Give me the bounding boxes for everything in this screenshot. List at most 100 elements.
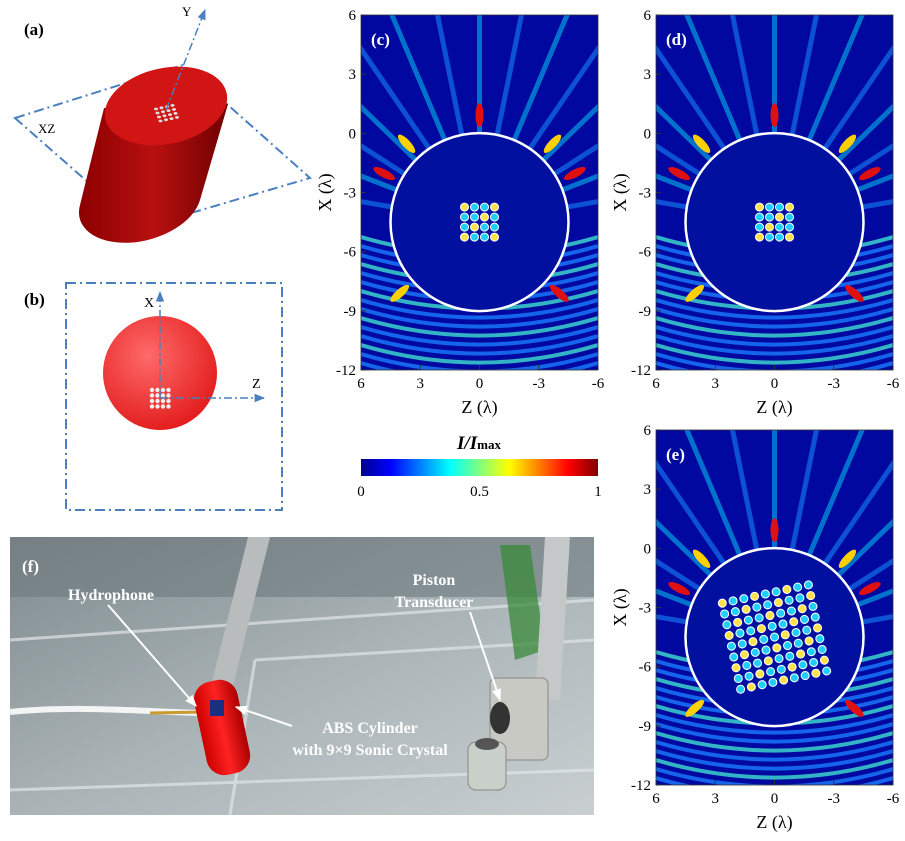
crystal-rod (811, 668, 821, 678)
x-tick-label: 6 (652, 791, 660, 807)
crystal-dot (149, 393, 155, 398)
crystal-rod (490, 202, 499, 212)
crystal-dot (159, 106, 164, 110)
crystal-rod (490, 232, 499, 242)
crystal-rod (815, 634, 825, 644)
colorbar-title-sub: max (477, 437, 501, 452)
x-tick-label: 6 (357, 376, 365, 392)
crystal-rod (744, 671, 754, 681)
crystal-dot (155, 398, 160, 404)
field-map: (c) 6 3 0 -3 -6 6 3 0 -3 -6 -9 -12 Z (λ) X (λ) (315, 8, 605, 418)
crystal-rod (748, 637, 758, 647)
crystal-dot (170, 104, 175, 107)
y-tick-label: -12 (631, 778, 651, 794)
crystal-rod (785, 651, 795, 661)
abs-cylinder (194, 679, 251, 776)
crystal-rod (776, 664, 786, 674)
rod (210, 537, 270, 690)
photo-backwall (10, 537, 594, 597)
view-box (65, 282, 283, 511)
y-tick-label: -6 (344, 245, 357, 261)
x-tick-label: -6 (887, 791, 900, 807)
crystal-rod (724, 630, 734, 640)
hot-spot (543, 134, 562, 153)
piston-transducer (489, 677, 549, 761)
scatterer-region (389, 131, 570, 313)
crystal-rod (791, 628, 801, 638)
crystal-rod (490, 222, 499, 232)
crystal-dot (160, 404, 166, 409)
crystal-rod (785, 232, 794, 242)
crystal-rod (775, 232, 784, 242)
crystal-rod (775, 212, 784, 222)
colorbar-tick-label: 0.5 (470, 484, 489, 500)
crystal-dot (154, 107, 158, 111)
hot-spot (397, 134, 416, 153)
crystal-rod (735, 628, 745, 638)
crystal-rod (806, 591, 816, 601)
crystal-dot (155, 111, 160, 115)
field-image (656, 15, 893, 370)
field-fringe (361, 298, 598, 320)
y-tick-label: -9 (639, 304, 652, 320)
x-tick-label: -3 (828, 791, 841, 807)
crystal-rod (779, 675, 789, 685)
crystal-rod (763, 656, 773, 666)
field-fringe (656, 722, 893, 744)
hot-spot (564, 167, 586, 181)
hot-spot (844, 699, 864, 717)
crystal-dot (149, 404, 155, 409)
y-tick-label: 0 (349, 126, 357, 142)
field-image (656, 430, 893, 785)
crystal-rod (768, 677, 778, 687)
crystal-rod (746, 682, 756, 692)
x-tick-label: -3 (533, 376, 546, 392)
hot-spot (668, 582, 690, 596)
x-axis-label: Z (λ) (461, 397, 497, 418)
hot-spot (692, 549, 711, 568)
crystal-rod (470, 212, 479, 222)
pointer-arrow (107, 604, 197, 707)
crystal-rod (731, 663, 741, 673)
crystal-dot (166, 398, 171, 404)
crystal-rod (470, 232, 479, 242)
crystal-rod (750, 647, 760, 657)
y-tick-label: 3 (644, 67, 652, 83)
y-axis-label: X (λ) (610, 173, 631, 211)
crystal-rod (785, 202, 794, 212)
y-tick-label: 6 (644, 8, 652, 24)
field-fringe (656, 307, 893, 329)
crystal-rod (765, 212, 774, 222)
field-fringe (656, 740, 893, 762)
crystal-rod (755, 212, 764, 222)
crystal-rod (765, 611, 775, 621)
y-axis-arrow (165, 9, 206, 111)
y-tick-label: -3 (639, 186, 652, 202)
y-tick-label: -6 (639, 660, 652, 676)
colorbar-tick-label: 0 (357, 484, 365, 500)
crystal-rod (726, 641, 736, 651)
panel-label: (e) (666, 445, 685, 464)
crystal-grid (717, 580, 832, 694)
field-maps: (c) 6 3 0 -3 -6 6 3 0 -3 -6 -9 -12 Z (λ) X (λ) (d) 6 3 0 -3… (315, 8, 900, 833)
hot-spot (770, 518, 779, 543)
crystal-dot (155, 387, 160, 393)
crystal-dot (173, 112, 178, 115)
crystal-dot (149, 387, 155, 393)
annotation: Piston (413, 572, 456, 589)
crystal-rod (774, 654, 784, 664)
y-tick-label: -6 (639, 245, 652, 261)
axis-name: Y (182, 4, 192, 19)
hot-spot (859, 167, 881, 181)
crystal-rod (802, 625, 812, 635)
field-image (361, 15, 598, 370)
cup-hole (475, 738, 499, 750)
y-tick-label: 6 (644, 423, 652, 439)
crystal-rod (767, 621, 777, 631)
y-tick-label: -12 (631, 363, 651, 379)
crystal-rod (819, 655, 829, 665)
panel-label: (b) (24, 290, 45, 309)
crystal-rod (733, 617, 743, 627)
crystal-dot (168, 113, 172, 116)
colorbar-title-main: I/I (456, 433, 478, 454)
